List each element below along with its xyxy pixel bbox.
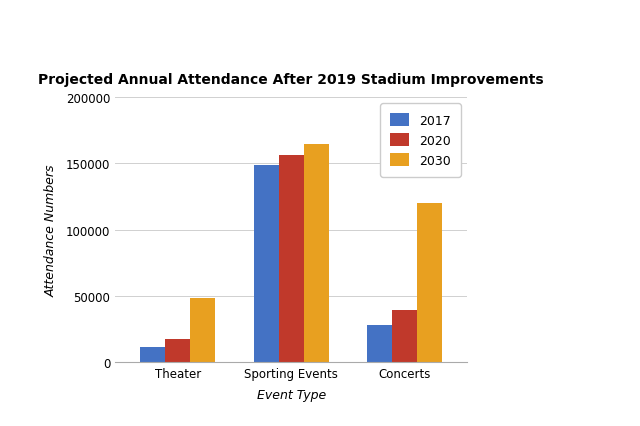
Bar	[278, 156, 304, 362]
Bar	[140, 348, 165, 362]
Bar	[392, 311, 417, 362]
Y-axis label: Attendance Numbers: Attendance Numbers	[45, 164, 58, 296]
Bar	[367, 325, 392, 362]
Bar	[253, 165, 278, 362]
Title: Projected Annual Attendance After 2019 Stadium Improvements: Projected Annual Attendance After 2019 S…	[38, 73, 544, 87]
Bar	[417, 204, 442, 362]
Legend: 2017, 2020, 2030: 2017, 2020, 2030	[380, 104, 461, 177]
Bar	[165, 340, 190, 362]
X-axis label: Event Type: Event Type	[257, 388, 326, 401]
Bar	[190, 299, 215, 362]
Bar	[304, 144, 329, 362]
